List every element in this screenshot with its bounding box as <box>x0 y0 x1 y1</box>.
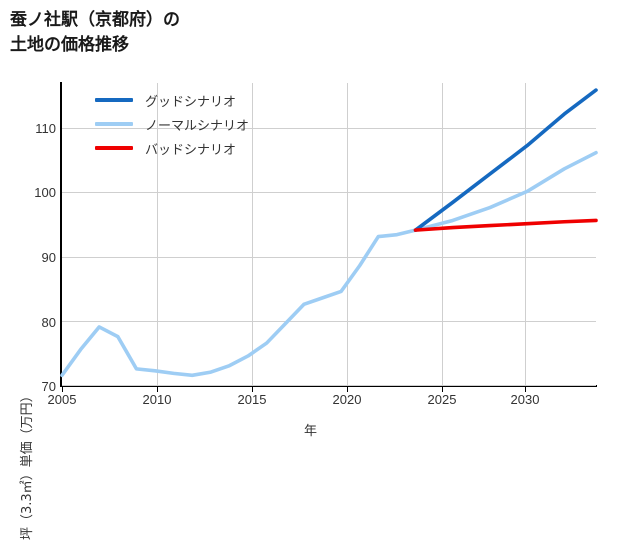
x-axis-spine <box>60 385 597 387</box>
chart-title-line-1: 蚕ノ社駅（京都府）の <box>10 10 180 30</box>
x-tick-2025: 2025 <box>427 392 457 407</box>
y-tick-110: 110 <box>35 121 56 136</box>
x-tick-2030: 2030 <box>510 392 540 407</box>
x-tick-2020: 2020 <box>332 392 362 407</box>
x-tickmark-2030 <box>525 387 526 392</box>
price-trend-chart: 蚕ノ社駅（京都府）の 土地の価格推移 110 100 90 80 70 坪（3.… <box>0 0 598 540</box>
x-tick-2005: 2005 <box>47 392 77 407</box>
y-axis-spine <box>60 82 62 387</box>
x-tickmark-2010 <box>157 387 158 392</box>
gridline-100 <box>62 192 596 193</box>
legend-item-good[interactable]: グッドシナリオ <box>95 88 249 112</box>
x-axis-label: 年 <box>303 424 317 439</box>
legend-swatch-normal <box>95 122 133 126</box>
x-tickmark-2025 <box>442 387 443 392</box>
x-tick-2015: 2015 <box>237 392 267 407</box>
y-tick-labels: 110 100 90 80 70 <box>0 0 56 465</box>
line-good-scenario <box>413 88 598 232</box>
gridline-2030 <box>525 83 526 385</box>
chart-title-line-2: 土地の価格推移 <box>10 35 129 55</box>
legend-item-normal[interactable]: ノーマルシナリオ <box>95 112 249 136</box>
chart-legend: グッドシナリオ ノーマルシナリオ バッドシナリオ <box>95 88 249 160</box>
y-tick-90: 90 <box>41 250 56 265</box>
gridline-2015 <box>252 83 253 385</box>
legend-label-good: グッドシナリオ <box>145 94 237 110</box>
gridline-90 <box>62 257 596 258</box>
line-normal-scenario <box>60 150 598 378</box>
gridline-2020 <box>347 83 348 385</box>
legend-label-normal: ノーマルシナリオ <box>145 118 250 134</box>
x-tickmark-2015 <box>252 387 253 392</box>
x-tickmark-2020 <box>347 387 348 392</box>
gridline-2025 <box>442 83 443 385</box>
line-bad-scenario <box>413 218 598 232</box>
series-lines <box>60 88 598 378</box>
x-tick-2010: 2010 <box>142 392 172 407</box>
legend-swatch-bad <box>95 146 133 150</box>
legend-swatch-good <box>95 98 133 102</box>
chart-title: 蚕ノ社駅（京都府）の 土地の価格推移 <box>10 8 430 58</box>
legend-item-bad[interactable]: バッドシナリオ <box>95 136 249 160</box>
gridline-110 <box>62 128 596 129</box>
gridline-80 <box>62 321 596 322</box>
y-tick-70: 70 <box>41 379 56 394</box>
gridline-2010 <box>157 83 158 385</box>
x-tickmark-2005 <box>62 387 63 392</box>
plot-area <box>60 83 598 386</box>
y-tick-100: 100 <box>34 185 56 200</box>
y-tick-80: 80 <box>41 315 56 330</box>
legend-label-bad: バッドシナリオ <box>145 142 237 158</box>
gridline-70 <box>62 385 596 386</box>
